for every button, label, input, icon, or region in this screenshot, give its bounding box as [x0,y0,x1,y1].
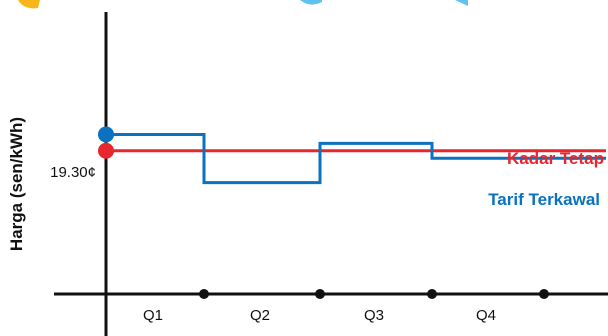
y-value-label: 19.30¢ [50,164,96,181]
series-start-point-1 [98,126,114,143]
header-decoration [18,0,468,9]
x-tick-label: Q4 [476,307,496,324]
decor-yellow-arc [18,0,40,9]
x-tick-label: Q3 [364,307,384,324]
series-label-kadar-tetap: Kadar Tetap [507,149,604,168]
x-tick-label: Q2 [250,307,270,324]
series-layer [98,126,606,185]
y-axis-label: Harga (sen/kWh) [7,117,26,251]
x-tick-mark [315,289,325,299]
x-tick-label: Q1 [143,307,163,324]
x-tick-mark [539,289,549,299]
x-ticks: Q1 Q2 Q3 Q4 [143,289,549,324]
decor-blue-shape-2 [455,0,468,6]
decor-blue-shape-1 [300,0,322,5]
x-tick-mark [427,289,437,299]
x-tick-mark [199,289,209,299]
series-line-1 [106,132,606,185]
series-start-point-0 [98,142,114,159]
series-label-tarif-terkawal: Tarif Terkawal [488,190,600,209]
